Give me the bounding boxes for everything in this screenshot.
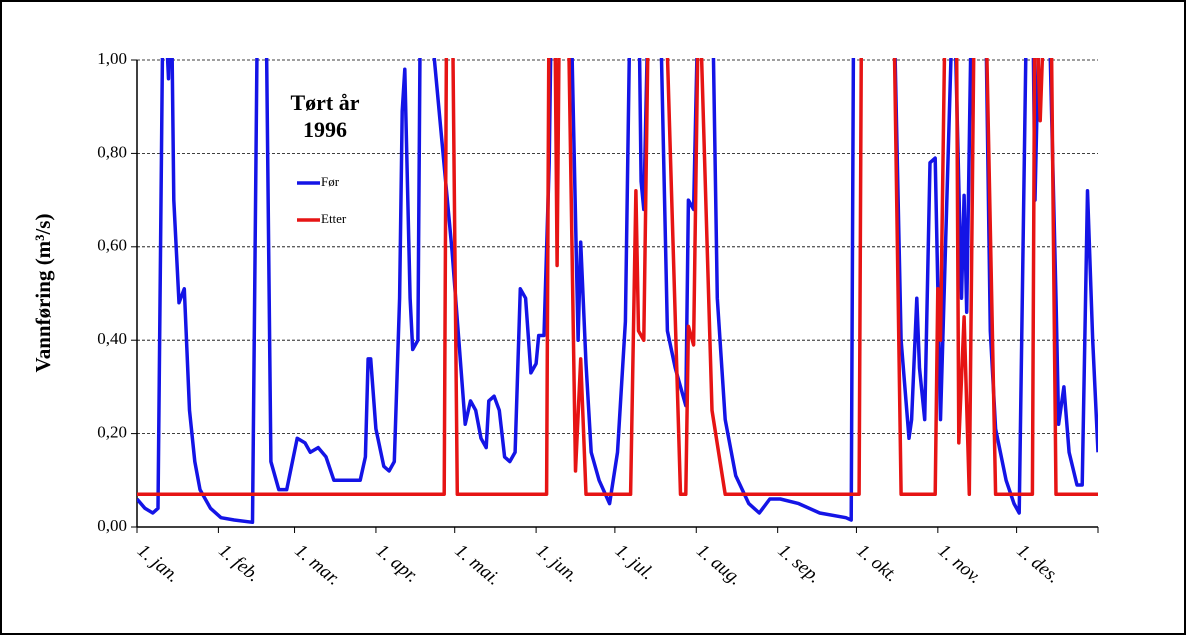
y-tick-label: 0,20 [97,423,127,442]
y-tick-label: 0,00 [97,516,127,535]
y-tick-label: 0,60 [97,236,127,255]
y-tick-label: 0,80 [97,142,127,161]
chart-title: Tørt år [290,90,359,115]
legend-label: Før [321,174,340,189]
chart-title: 1996 [303,117,347,142]
y-tick-label: 1,00 [97,49,127,68]
y-tick-label: 0,40 [97,329,127,348]
legend-label: Etter [321,211,347,226]
plot-lines [137,58,1098,525]
data-line [137,58,1098,525]
y-axis-label: Vannføring (m³/s) [31,214,55,373]
data-line [137,58,1098,497]
